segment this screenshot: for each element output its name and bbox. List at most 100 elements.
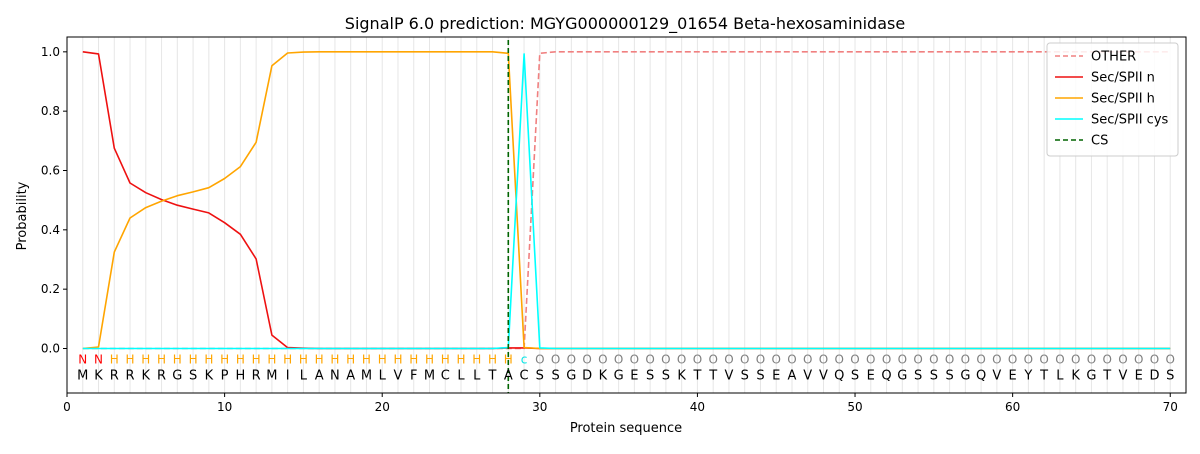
residue-label: P (221, 369, 229, 384)
region-label: O (614, 352, 623, 366)
x-tick-label: 20 (375, 400, 390, 414)
residue-label: G (960, 369, 970, 384)
region-label: H (141, 352, 150, 366)
x-tick-label: 60 (1005, 400, 1020, 414)
y-tick-label: 0.4 (41, 223, 60, 237)
region-label: H (299, 352, 308, 366)
residue-label: L (1056, 369, 1064, 384)
residue-label: G (1086, 369, 1096, 384)
region-label: H (346, 352, 355, 366)
residue-label: K (94, 369, 103, 384)
y-tick-label: 0.0 (41, 342, 60, 356)
region-label: O (1087, 352, 1096, 366)
region-label: H (425, 352, 434, 366)
residue-label: D (1149, 369, 1159, 384)
region-label: O (771, 352, 780, 366)
residue-label: L (300, 369, 308, 384)
residue-label: N (330, 369, 340, 384)
y-tick-label: 0.8 (41, 104, 60, 118)
region-label: H (173, 352, 182, 366)
residue-label: M (266, 369, 277, 384)
residue-label: M (361, 369, 372, 384)
residue-label: R (110, 369, 119, 384)
region-label: O (645, 352, 654, 366)
residue-label: E (1135, 369, 1143, 384)
region-label: O (598, 352, 607, 366)
residue-label: G (566, 369, 576, 384)
region-label: O (866, 352, 875, 366)
region-label: O (551, 352, 560, 366)
legend-label: Sec/SPII n (1091, 71, 1155, 86)
region-label: O (708, 352, 717, 366)
region-label: H (315, 352, 324, 366)
region-label: H (472, 352, 481, 366)
axes: 0 10 20 30 40 50 60 70 0.0 0.2 0.4 0.6 0.8 1.0 (41, 36, 1187, 414)
region-label: O (1008, 352, 1017, 366)
residue-label: A (788, 369, 797, 384)
residue-label: S (662, 369, 670, 384)
region-label: N (94, 352, 103, 366)
residue-label: S (851, 369, 859, 384)
region-label: O (913, 352, 922, 366)
residue-label: C (441, 369, 450, 384)
region-label: H (110, 352, 119, 366)
residue-label: T (488, 369, 497, 384)
residue-label: E (867, 369, 875, 384)
region-label: O (1102, 352, 1111, 366)
region-label: O (898, 352, 907, 366)
region-label: O (756, 352, 765, 366)
residue-label: S (189, 369, 197, 384)
x-tick-label: 70 (1163, 400, 1178, 414)
region-label: O (1055, 352, 1064, 366)
residue-label: S (945, 369, 953, 384)
legend-box (1046, 42, 1179, 157)
region-label: O (961, 352, 970, 366)
x-tick-label: 0 (63, 400, 71, 414)
residue-label: S (536, 369, 544, 384)
residue-label: S (551, 369, 559, 384)
region-label: H (204, 352, 213, 366)
residue-label: T (1039, 369, 1048, 384)
residue-label: S (756, 369, 764, 384)
residue-label: R (126, 369, 135, 384)
region-label: O (1039, 352, 1048, 366)
x-axis-label: Protein sequence (570, 421, 682, 436)
residue-label: M (424, 369, 435, 384)
residue-label: E (630, 369, 638, 384)
residue-label: Q (976, 369, 986, 384)
residue-label: M (77, 369, 88, 384)
y-tick-label: 0.6 (41, 164, 60, 178)
region-label: H (126, 352, 135, 366)
residue-label: K (599, 369, 608, 384)
plot-frame (66, 36, 1187, 394)
residue-label: G (172, 369, 182, 384)
x-tick-label: 50 (847, 400, 862, 414)
x-tick-label: 30 (532, 400, 547, 414)
residue-label: A (504, 369, 513, 384)
region-label: H (488, 352, 497, 366)
region-label: O (582, 352, 591, 366)
residue-label: L (379, 369, 387, 384)
residue-label: S (1166, 369, 1174, 384)
region-label: O (850, 352, 859, 366)
region-label: O (661, 352, 670, 366)
region-label: O (1134, 352, 1143, 366)
residue-label: K (677, 369, 686, 384)
residue-label: S (741, 369, 749, 384)
residue-label: A (315, 369, 324, 384)
region-label: H (283, 352, 292, 366)
residue-label: D (582, 369, 592, 384)
residue-label: V (803, 369, 812, 384)
residue-label: T (1102, 369, 1111, 384)
residue-label: L (473, 369, 481, 384)
region-label: O (1166, 352, 1175, 366)
region-label: N (78, 352, 87, 366)
legend-label: Sec/SPII cys (1091, 113, 1169, 128)
region-label: O (945, 352, 954, 366)
region-label: O (992, 352, 1001, 366)
residue-label: V (992, 369, 1001, 384)
region-label: H (236, 352, 245, 366)
